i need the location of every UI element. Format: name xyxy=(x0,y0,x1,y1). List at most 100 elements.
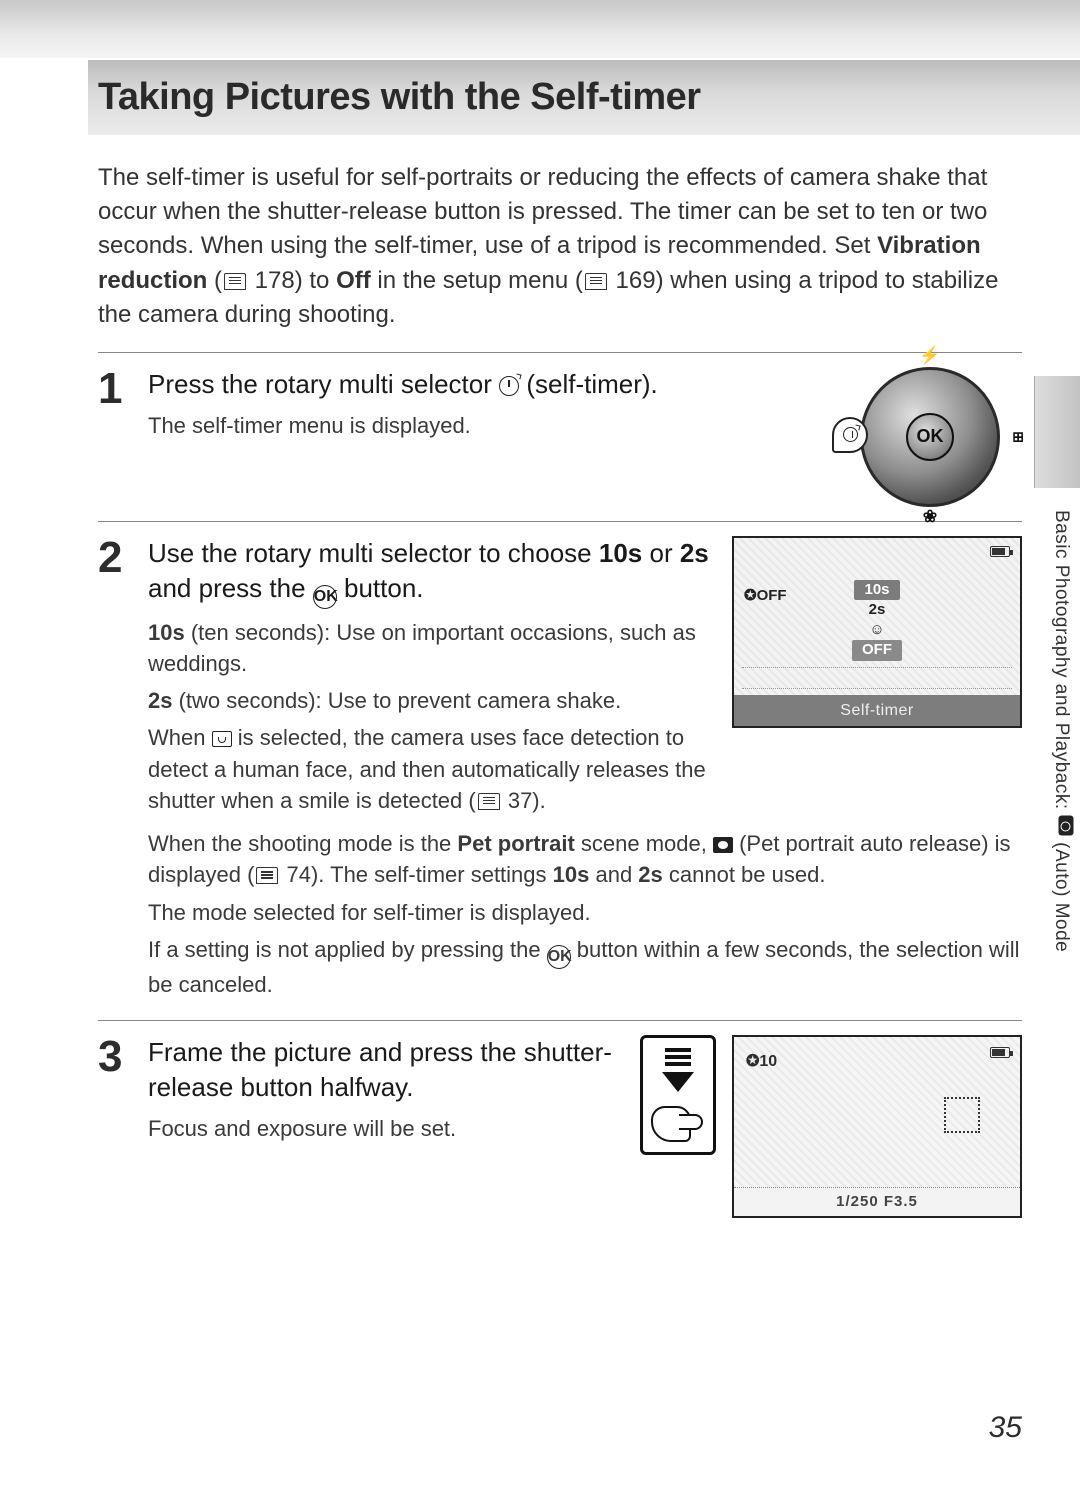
lcd3-inner: ✪10 xyxy=(734,1037,1020,1187)
s2-10s-desc: 10s (ten seconds): Use on important occa… xyxy=(148,617,718,679)
page-title: Taking Pictures with the Self-timer xyxy=(98,72,1080,123)
step1-desc: The self-timer menu is displayed. xyxy=(148,410,842,441)
lcd-highlighted: 10s xyxy=(854,580,899,600)
ok-button-icon: OK xyxy=(313,585,337,609)
manual-ref-icon xyxy=(224,273,246,290)
lcd-left-label: ✪OFF xyxy=(744,586,787,606)
s2-2s-desc: 2s (two seconds): Use to prevent camera … xyxy=(148,685,718,716)
step-3: 3 Frame the picture and press the shutte… xyxy=(98,1020,1022,1218)
lcd-framing-screen: ✪10 1/250 F3.5 xyxy=(732,1035,1022,1218)
off-label: Off xyxy=(336,267,371,294)
step-description: The self-timer menu is displayed. xyxy=(148,410,842,441)
ok-button-icon: OK xyxy=(547,945,571,969)
s2-pet-b: scene mode, xyxy=(575,831,713,856)
dial-flash-icon: ⚡ xyxy=(919,345,940,368)
s2-pet-desc: When the shooting mode is the Pet portra… xyxy=(148,828,1022,890)
smile-detect-icon xyxy=(212,731,232,747)
s2-2s-t: (two seconds): Use to prevent camera sha… xyxy=(172,688,621,713)
step-2: 2 Use the rotary multi selector to choos… xyxy=(98,521,1022,1006)
step1-head-a: Press the rotary multi selector xyxy=(148,369,499,399)
s2-cancel-line: If a setting is not applied by pressing … xyxy=(148,934,1022,1000)
s2-pet-e: and xyxy=(589,862,638,887)
s2-10s-t: (ten seconds): Use on important occasion… xyxy=(148,620,696,676)
step1-head-b: (self-timer). xyxy=(519,369,658,399)
step3-columns: Frame the picture and press the shutter-… xyxy=(148,1035,1022,1218)
step-heading: Press the rotary multi selector (self-ti… xyxy=(148,367,842,402)
step2-lcd-column: ✪OFF 10s 2s ☺ OFF Self-timer xyxy=(732,536,1022,729)
step2-lower-desc: When the shooting mode is the Pet portra… xyxy=(148,828,1022,1000)
title-band: Taking Pictures with the Self-timer xyxy=(88,60,1080,135)
step-number: 3 xyxy=(98,1035,148,1218)
dial-ok-button: OK xyxy=(906,413,954,461)
auto-camera-icon xyxy=(1059,816,1074,836)
step3-text-column: Frame the picture and press the shutter-… xyxy=(148,1035,624,1150)
down-arrow-icon xyxy=(662,1072,694,1092)
page-number: 35 xyxy=(989,1408,1022,1449)
s2-smile-a: When xyxy=(148,725,212,750)
dial-macro-icon: ❀ xyxy=(923,506,937,529)
step-heading: Frame the picture and press the shutter-… xyxy=(148,1035,624,1105)
top-gradient-band xyxy=(0,0,1080,58)
battery-fill xyxy=(992,1049,1005,1056)
steps-list: 1 Press the rotary multi selector (self-… xyxy=(98,352,1022,1219)
shutter-bars-icon xyxy=(665,1048,691,1052)
step-heading: Use the rotary multi selector to choose … xyxy=(148,536,718,609)
step-1: 1 Press the rotary multi selector (self-… xyxy=(98,352,1022,507)
intro-paragraph: The self-timer is useful for self-portra… xyxy=(98,161,1022,331)
step2-text-column: Use the rotary multi selector to choose … xyxy=(148,536,718,823)
self-timer-icon xyxy=(499,376,519,396)
lcd-option-off: OFF xyxy=(742,640,1012,660)
battery-fill xyxy=(992,548,1005,555)
s2-2s-b: 2s xyxy=(148,688,172,713)
s2-smile-c: 37). xyxy=(502,788,546,813)
step-number: 1 xyxy=(98,367,148,507)
self-timer-icon xyxy=(843,427,858,442)
step-body: Use the rotary multi selector to choose … xyxy=(148,536,1022,1006)
rotary-dial-illustration: ⚡ ⊞ ❀ OK xyxy=(860,367,1000,507)
intro-text-1: The self-timer is useful for self-portra… xyxy=(98,164,987,259)
s2-pet-bold: Pet portrait xyxy=(457,831,574,856)
lcd-off: OFF xyxy=(852,640,902,660)
lcd-divider xyxy=(742,667,1012,689)
page-content: Taking Pictures with the Self-timer The … xyxy=(98,60,1022,1218)
step2-columns: Use the rotary multi selector to choose … xyxy=(148,536,1022,823)
s2-head-d: button. xyxy=(337,573,424,603)
side-label-before: Basic Photography and Playback: xyxy=(1051,510,1072,815)
shutter-press-illustration xyxy=(640,1035,716,1155)
manual-ref-icon xyxy=(585,273,607,290)
intro-ref-1: 178) to xyxy=(248,267,336,294)
s2-pet-d: 74). The self-timer settings xyxy=(280,862,552,887)
dial-left-thumb xyxy=(832,417,868,453)
intro-text-3: in the setup menu ( xyxy=(377,267,582,294)
finger-icon xyxy=(651,1106,691,1142)
battery-icon xyxy=(990,546,1010,557)
step3-desc: Focus and exposure will be set. xyxy=(148,1113,624,1144)
s2-cancel-a: If a setting is not applied by pressing … xyxy=(148,937,547,962)
s2-head-b: or xyxy=(642,538,680,568)
lcd-inner: ✪OFF 10s 2s ☺ OFF xyxy=(734,538,1020,695)
section-side-label: Basic Photography and Playback: (Auto) M… xyxy=(1048,510,1076,1030)
s2-pet-10s: 10s xyxy=(553,862,590,887)
side-label-after: (Auto) Mode xyxy=(1051,836,1072,952)
lcd-caption-selftimer: Self-timer xyxy=(734,695,1020,727)
lcd3-exposure-info: 1/250 F3.5 xyxy=(734,1187,1020,1216)
s2-2s: 2s xyxy=(680,538,709,568)
s2-smile-desc: When is selected, the camera uses face d… xyxy=(148,722,718,816)
step-description: Focus and exposure will be set. xyxy=(148,1113,624,1144)
step-number: 2 xyxy=(98,536,148,1006)
battery-icon xyxy=(990,1047,1010,1058)
step-body: Press the rotary multi selector (self-ti… xyxy=(148,367,842,507)
s2-head-c: and press the xyxy=(148,573,313,603)
dial-exposure-icon: ⊞ xyxy=(1012,427,1024,446)
step1-illustration: ⚡ ⊞ ❀ OK xyxy=(842,367,1022,507)
intro-text-2: ( xyxy=(214,267,222,294)
manual-ref-icon xyxy=(478,793,500,810)
pet-portrait-icon xyxy=(713,837,733,853)
s2-head-a: Use the rotary multi selector to choose xyxy=(148,538,599,568)
af-area-icon xyxy=(944,1097,980,1133)
lcd3-timer-indicator: ✪10 xyxy=(746,1051,777,1073)
step-body: Frame the picture and press the shutter-… xyxy=(148,1035,1022,1218)
s2-10s-b: 10s xyxy=(148,620,185,645)
s2-pet-f: cannot be used. xyxy=(663,862,826,887)
s2-pet-2s: 2s xyxy=(638,862,662,887)
